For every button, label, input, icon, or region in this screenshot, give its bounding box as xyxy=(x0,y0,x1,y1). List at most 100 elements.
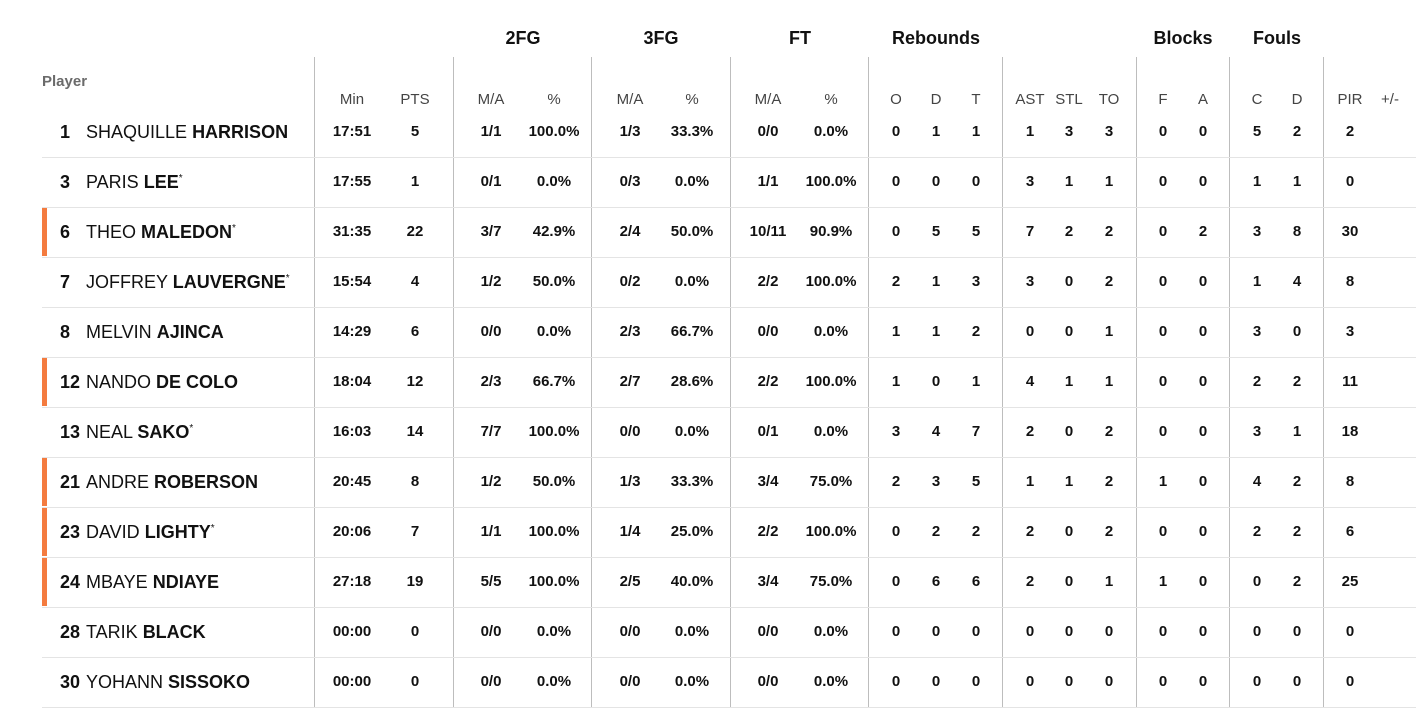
stat-cell: 5 xyxy=(971,473,981,490)
stat-cell: 66.7% xyxy=(670,323,714,340)
player-number: 24 xyxy=(60,572,81,592)
stat-cell: 27:18 xyxy=(332,573,372,590)
stat-cell: 19 xyxy=(406,573,424,590)
player-name-link[interactable]: MELVIN AJINCA xyxy=(86,322,224,343)
player-first-name: YOHANN xyxy=(86,672,164,692)
stat-cell: 00:00 xyxy=(332,673,372,690)
stat-cell: 1 xyxy=(931,273,941,290)
player-name-link[interactable]: JOFFREY LAUVERGNE* xyxy=(86,272,290,293)
stat-cell: 3 xyxy=(1252,323,1262,340)
player-name-link[interactable]: TARIK BLACK xyxy=(86,622,206,643)
stat-cell: 1/1 xyxy=(480,123,502,140)
stat-cell: 0/0 xyxy=(619,623,641,640)
player-name-link[interactable]: SHAQUILLE HARRISON xyxy=(86,122,288,143)
table-row[interactable]: 3 PARIS LEE* 17:55 1 0/1 0.0% 0/3 0.0% 1/1 100.0%… xyxy=(42,157,1416,208)
player-number: 1 xyxy=(60,122,71,142)
stat-cell: 0 xyxy=(1198,523,1208,540)
player-name-link[interactable]: ANDRE ROBERSON xyxy=(86,472,258,493)
stat-cell: 2 xyxy=(1345,123,1355,140)
stat-cell: 2 xyxy=(891,473,901,490)
stat-cell: 2 xyxy=(931,523,941,540)
column-divider xyxy=(1136,57,1137,707)
stat-cell: 1 xyxy=(1292,173,1302,190)
stat-cell: 14:29 xyxy=(332,323,372,340)
stat-cell: 0 xyxy=(931,173,941,190)
stat-cell: 0/1 xyxy=(480,173,502,190)
stat-cell: 1/4 xyxy=(619,523,641,540)
stat-cell: 31:35 xyxy=(332,223,372,240)
player-number: 8 xyxy=(60,322,71,342)
stat-cell: 1 xyxy=(1158,473,1168,490)
stat-cell: 14 xyxy=(406,423,424,440)
stat-cell: 0 xyxy=(931,373,941,390)
stat-cell: 0.0% xyxy=(674,273,710,290)
player-name-link[interactable]: NEAL SAKO* xyxy=(86,422,193,443)
column-divider xyxy=(453,57,454,707)
stat-cell: 0 xyxy=(410,623,420,640)
stat-cell: 25.0% xyxy=(670,523,714,540)
table-row[interactable]: 13 NEAL SAKO* 16:03 14 7/7 100.0% 0/0 0.0% 0/1 0.… xyxy=(42,407,1416,458)
stat-cell: 6 xyxy=(971,573,981,590)
player-name-link[interactable]: NANDO DE COLO xyxy=(86,372,238,393)
column-header-reb-t: T xyxy=(971,91,981,108)
column-header-to: TO xyxy=(1098,91,1120,108)
table-row[interactable]: 6 THEO MALEDON* 31:35 22 3/7 42.9% 2/4 50.0% 10/… xyxy=(42,207,1416,258)
stat-cell: 0 xyxy=(1198,473,1208,490)
stat-cell: 1/3 xyxy=(619,123,641,140)
column-header-plus-minus: +/- xyxy=(1381,91,1399,108)
stat-cell: 2/5 xyxy=(619,573,641,590)
table-row[interactable]: 23 DAVID LIGHTY* 20:06 7 1/1 100.0% 1/4 25.0% 2/… xyxy=(42,507,1416,558)
stat-cell: 8 xyxy=(410,473,420,490)
stat-cell: 0/0 xyxy=(757,123,779,140)
stat-cell: 0 xyxy=(1158,523,1168,540)
stat-cell: 4 xyxy=(931,423,941,440)
stat-cell: 3 xyxy=(931,473,941,490)
group-header-2fg: 2FG xyxy=(505,28,541,48)
stat-cell: 0.0% xyxy=(536,173,572,190)
stat-cell: 3 xyxy=(891,423,901,440)
table-row[interactable]: 12 NANDO DE COLO 18:04 12 2/3 66.7% 2/7 28.6% 2/… xyxy=(42,357,1416,408)
column-divider xyxy=(1229,57,1230,707)
table-row[interactable]: 7 JOFFREY LAUVERGNE* 15:54 4 1/2 50.0% 0/2 0.0%… xyxy=(42,257,1416,308)
player-name-link[interactable]: THEO MALEDON* xyxy=(86,222,236,243)
stat-cell: 0 xyxy=(1198,673,1208,690)
table-row[interactable]: 8 MELVIN AJINCA 14:29 6 0/0 0.0% 2/3 66.7% 0/0 0.… xyxy=(42,307,1416,358)
stat-cell: 17:51 xyxy=(332,123,372,140)
stat-cell: 0/0 xyxy=(619,673,641,690)
stat-cell: 0 xyxy=(1292,323,1302,340)
stat-cell: 40.0% xyxy=(670,573,714,590)
player-name-link[interactable]: YOHANN SISSOKO xyxy=(86,672,250,693)
stat-cell: 8 xyxy=(1292,223,1302,240)
player-name-link[interactable]: DAVID LIGHTY* xyxy=(86,522,215,543)
stat-cell: 4 xyxy=(1252,473,1262,490)
player-name-link[interactable]: MBAYE NDIAYE xyxy=(86,572,219,593)
stat-cell: 0 xyxy=(971,173,981,190)
player-last-name: SAKO xyxy=(137,422,190,442)
table-row[interactable]: 1 SHAQUILLE HARRISON 17:51 5 1/1 100.0% 1/3 33.… xyxy=(42,107,1416,158)
stat-cell: 2 xyxy=(1064,223,1074,240)
table-row[interactable]: 28 TARIK BLACK 00:00 0 0/0 0.0% 0/0 0.0% 0/0 0.0%… xyxy=(42,607,1416,658)
column-header-2fg-pct: % xyxy=(547,91,561,108)
stat-cell: 0 xyxy=(891,673,901,690)
starter-mark: * xyxy=(210,523,215,534)
table-row[interactable]: 24 MBAYE NDIAYE 27:18 19 5/5 100.0% 2/5 40.0% 3/… xyxy=(42,557,1416,608)
stat-cell: 5 xyxy=(931,223,941,240)
group-header-ft: FT xyxy=(789,28,811,48)
column-header-ast: AST xyxy=(1015,91,1045,108)
player-first-name: MBAYE xyxy=(86,572,148,592)
stat-cell: 0 xyxy=(1064,323,1074,340)
stat-cell: 1/2 xyxy=(480,273,502,290)
stat-cell: 2 xyxy=(1104,423,1114,440)
table-row[interactable]: 30 YOHANN SISSOKO 00:00 0 0/0 0.0% 0/0 0.0% 0/0 0… xyxy=(42,657,1416,708)
column-header-ft-pct: % xyxy=(824,91,838,108)
stat-cell: 33.3% xyxy=(670,123,714,140)
stat-cell: 1 xyxy=(891,323,901,340)
stat-cell: 2 xyxy=(1292,523,1302,540)
stat-cell: 1 xyxy=(971,373,981,390)
table-row[interactable]: 21 ANDRE ROBERSON 20:45 8 1/2 50.0% 1/3 33.3% 3/… xyxy=(42,457,1416,508)
stat-cell: 0 xyxy=(891,523,901,540)
player-name-link[interactable]: PARIS LEE* xyxy=(86,172,183,193)
stat-cell: 0 xyxy=(1345,623,1355,640)
stat-cell: 0.0% xyxy=(813,323,849,340)
stat-cell: 0 xyxy=(1104,623,1114,640)
